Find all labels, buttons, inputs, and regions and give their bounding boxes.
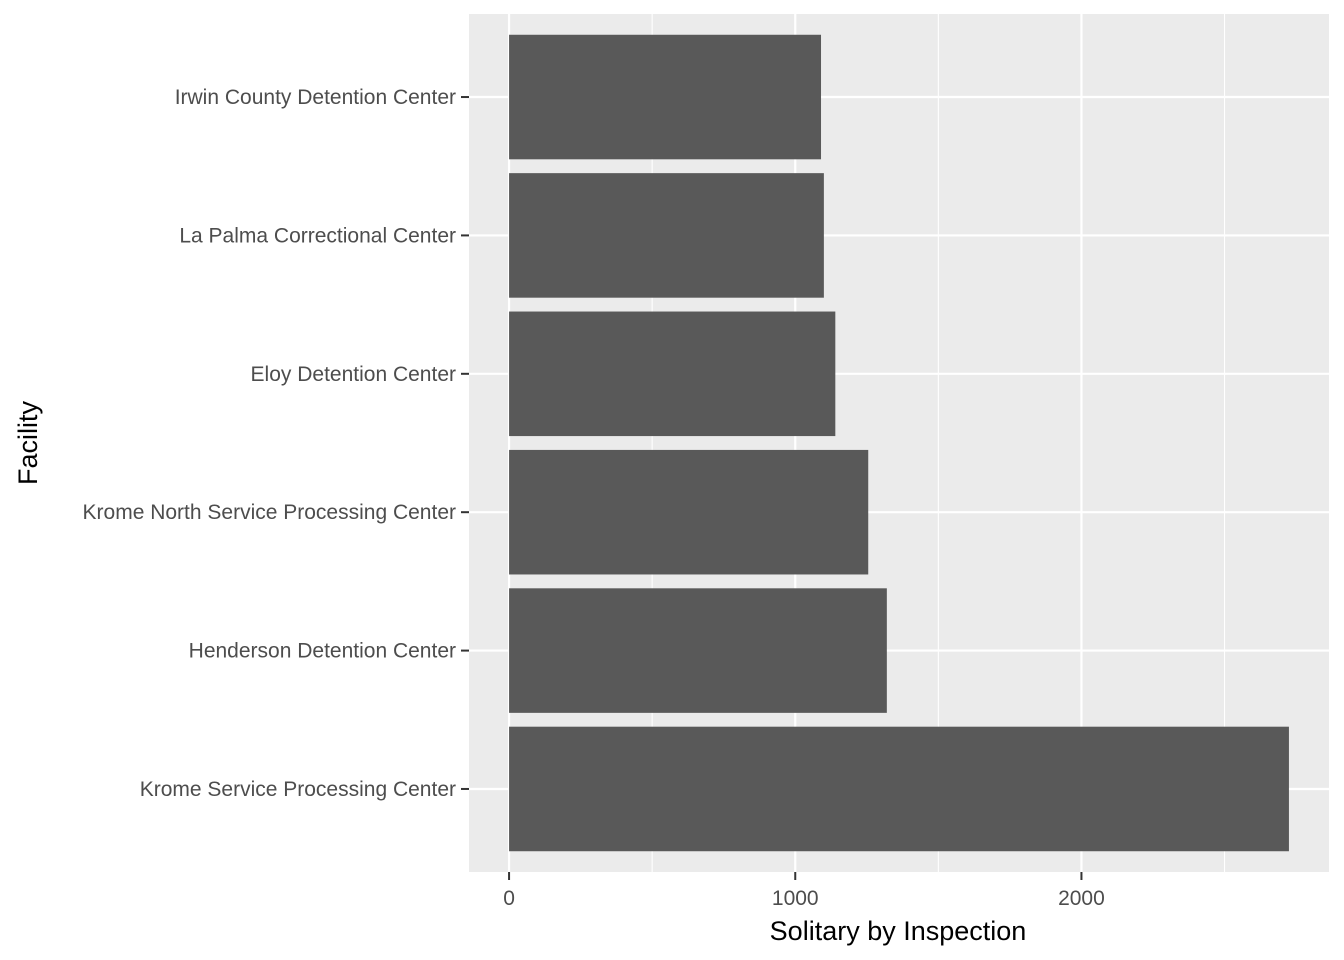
y-tick-label: Eloy Detention Center — [251, 363, 456, 386]
bars — [509, 34, 1289, 852]
x-axis: 0 1000 2000 — [503, 872, 1105, 910]
y-axis: Krome Service Processing Center Henderson… — [83, 86, 469, 801]
y-tick-label: Krome Service Processing Center — [140, 778, 456, 801]
x-tick-label: 2000 — [1058, 887, 1105, 910]
bar — [509, 173, 824, 298]
bar — [509, 34, 822, 160]
y-tick-label: La Palma Correctional Center — [179, 224, 456, 247]
bar — [509, 726, 1289, 852]
bar — [509, 588, 887, 713]
y-tick-label: Krome North Service Processing Center — [83, 501, 456, 524]
bar — [509, 449, 869, 575]
x-tick-label: 1000 — [772, 887, 819, 910]
y-tick-label: Irwin County Detention Center — [175, 86, 456, 109]
y-tick-label: Henderson Detention Center — [189, 640, 456, 663]
x-tick-label: 0 — [503, 887, 515, 910]
y-axis-title: Facility — [13, 401, 43, 486]
x-axis-title: Solitary by Inspection — [770, 916, 1027, 946]
bar — [509, 311, 836, 437]
